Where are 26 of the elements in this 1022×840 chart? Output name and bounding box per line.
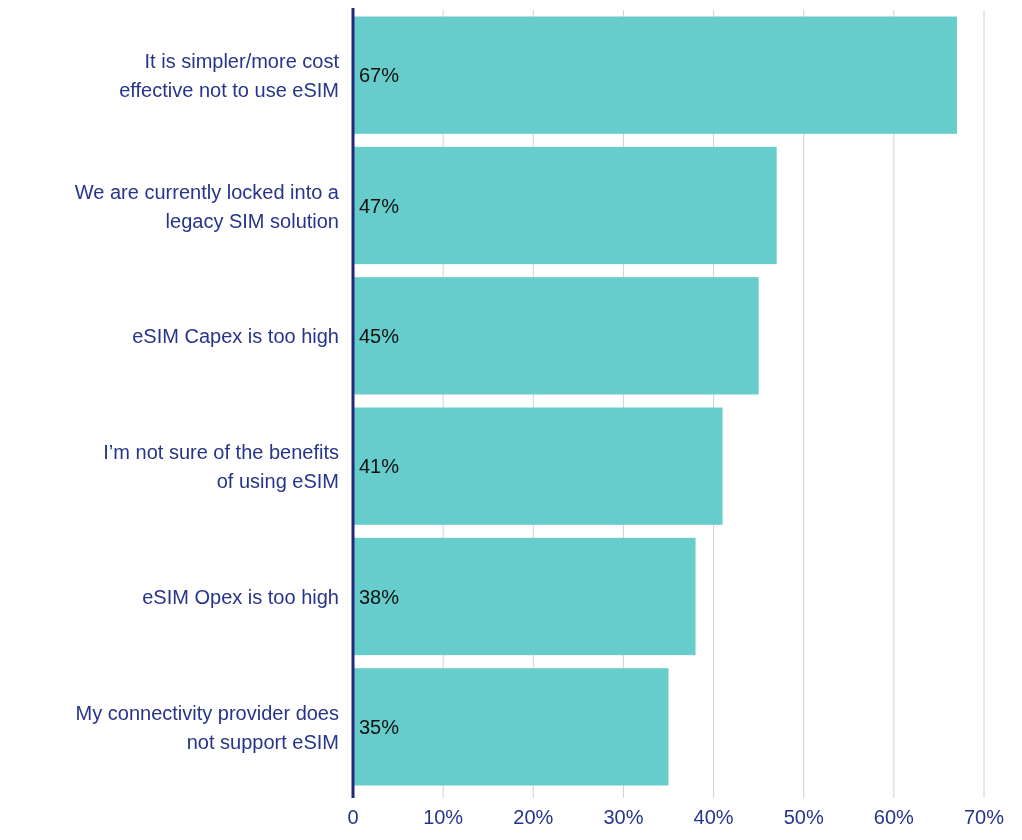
x-tick-label: 0 bbox=[347, 806, 359, 828]
bar bbox=[353, 277, 759, 395]
data-label: 35% bbox=[359, 715, 400, 738]
bar bbox=[353, 16, 957, 134]
bar bbox=[353, 407, 723, 525]
y-tick-label: We are currently locked into a legacy SIM solution bbox=[74, 180, 340, 232]
x-tick-label: 20% bbox=[513, 806, 554, 828]
x-tick-label: 40% bbox=[693, 806, 734, 828]
y-tick-label: eSIM Opex is too high bbox=[142, 585, 339, 608]
bar bbox=[353, 146, 777, 265]
bar bbox=[353, 537, 696, 656]
x-tick-label: 70% bbox=[963, 806, 1005, 828]
data-label: 47% bbox=[359, 194, 400, 217]
x-tick-label: 60% bbox=[873, 806, 915, 828]
data-label: 67% bbox=[359, 64, 400, 87]
x-tick-label: 50% bbox=[783, 806, 824, 828]
data-label: 38% bbox=[359, 585, 400, 608]
x-tick-label: 30% bbox=[603, 806, 644, 828]
y-tick-label: eSIM Capex is too high bbox=[132, 324, 339, 347]
y-tick-label: It is simpler/more cost effective not to use eSIM bbox=[119, 50, 340, 102]
y-tick-label: My connectivity provider does not support eSIM bbox=[75, 701, 339, 753]
data-label: 41% bbox=[359, 455, 400, 478]
data-label: 45% bbox=[359, 324, 400, 347]
x-tick-label: 10% bbox=[423, 806, 464, 828]
bar bbox=[353, 668, 669, 786]
y-tick-label: I’m not sure of the benefits of using eSIM bbox=[103, 441, 339, 493]
